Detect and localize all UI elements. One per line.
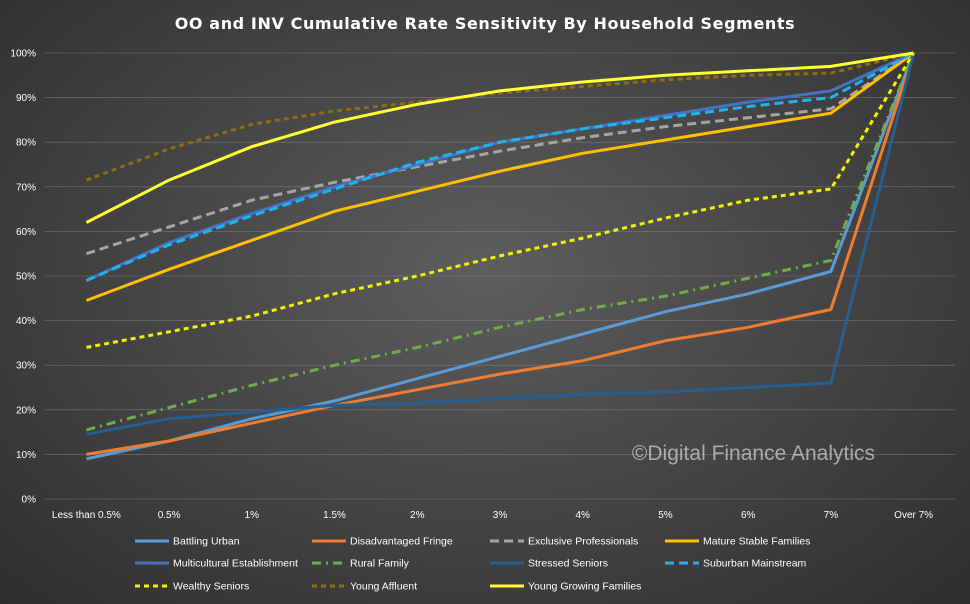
legend-label: Wealthy Seniors <box>173 581 249 593</box>
series-line <box>85 51 915 256</box>
legend-label: Disadvantaged Fringe <box>350 536 453 548</box>
y-tick-label: 80% <box>16 138 36 149</box>
y-tick-label: 10% <box>16 450 36 461</box>
x-tick-label: 6% <box>741 510 756 521</box>
y-tick-label: 90% <box>16 93 36 104</box>
y-tick-label: 20% <box>16 405 36 416</box>
series-line <box>85 51 915 282</box>
watermark-text: ©Digital Finance Analytics <box>632 442 875 465</box>
x-tick-label: 1% <box>245 510 260 521</box>
x-tick-label: 3% <box>493 510 508 521</box>
x-tick-label: 0.5% <box>158 510 181 521</box>
x-tick-label: 7% <box>824 510 839 521</box>
x-tick-label: 1.5% <box>323 510 346 521</box>
legend-label: Suburban Mainstream <box>703 558 807 570</box>
y-tick-label: 60% <box>16 227 36 238</box>
legend: Battling Urban Disadvantaged Fringe Exclus… <box>135 536 810 593</box>
legend-label: Battling Urban <box>173 536 240 548</box>
series-line <box>85 51 914 182</box>
chart-title: OO and INV Cumulative Rate Sensitivity B… <box>175 14 796 33</box>
series-line <box>85 51 914 224</box>
y-tick-label: 0% <box>22 495 37 506</box>
legend-label: Young Affluent <box>350 581 417 593</box>
series-line <box>86 52 915 432</box>
legend-label: Stressed Seniors <box>528 558 608 570</box>
series-line <box>86 52 916 461</box>
legend-label: Exclusive Professionals <box>528 536 638 548</box>
legend-label: Rural Family <box>350 558 410 570</box>
legend-label: Multicultural Establishment <box>173 558 298 570</box>
series-line <box>86 52 916 456</box>
x-tick-label: Over 7% <box>894 510 933 521</box>
series-line <box>85 51 915 302</box>
x-tick-label: 4% <box>576 510 591 521</box>
x-tick-label: 5% <box>658 510 673 521</box>
y-tick-label: 40% <box>16 316 36 327</box>
y-tick-label: 100% <box>10 49 36 60</box>
y-axis: 0% 10% 20% 30% 40% 50% 60% 70% 80% 90% 100% <box>10 49 36 506</box>
x-tick-label: Less than 0.5% <box>52 510 121 521</box>
series-line <box>85 51 915 282</box>
x-tick-label: 2% <box>410 510 425 521</box>
legend-label: Young Growing Families <box>528 581 641 593</box>
legend-label: Mature Stable Families <box>703 536 810 548</box>
series-lines <box>85 51 916 461</box>
y-tick-label: 70% <box>16 182 36 193</box>
x-axis: Less than 0.5% 0.5% 1% 1.5% 2% 3% 4% 5% 6% 7% Over… <box>52 510 933 521</box>
y-tick-label: 50% <box>16 272 36 283</box>
y-tick-label: 30% <box>16 361 36 372</box>
series-line <box>86 52 916 436</box>
series-line <box>86 52 915 349</box>
